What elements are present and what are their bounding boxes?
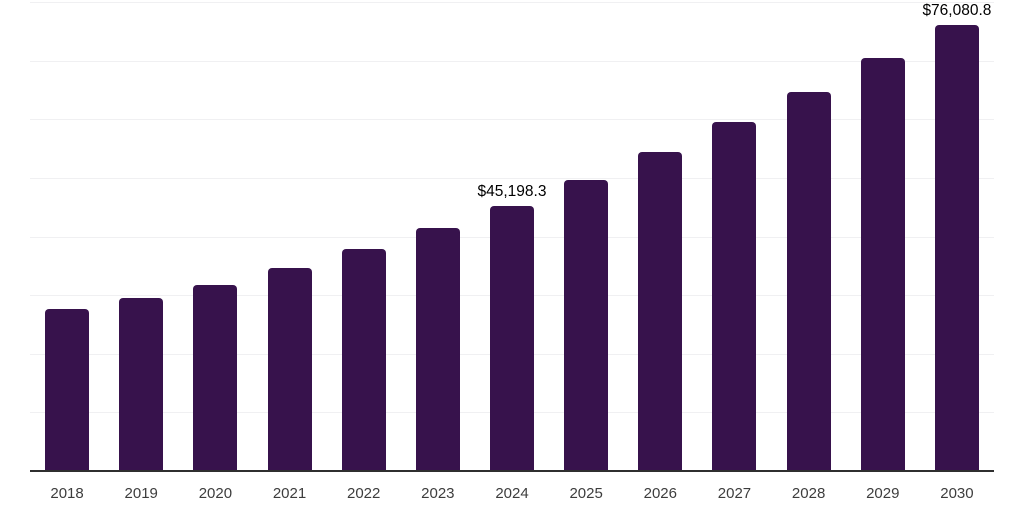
bar-2023	[415, 228, 460, 471]
x-tick-label-2027: 2027	[717, 485, 752, 502]
data-label-2030: $76,080.8	[922, 1, 992, 19]
bar-2030	[934, 24, 979, 471]
x-tick-label-2018: 2018	[50, 485, 84, 502]
bar-2018	[45, 309, 90, 471]
x-tick-label-2019: 2019	[124, 485, 158, 502]
gridline-70000	[30, 60, 994, 62]
bar-2029	[860, 58, 905, 471]
bar-2028	[786, 92, 831, 471]
x-tick-label-2021: 2021	[272, 485, 307, 502]
gridline-80000	[30, 2, 994, 3]
x-tick-label-2024: 2024	[495, 485, 529, 502]
bar-2026	[638, 152, 683, 471]
x-tick-label-2023: 2023	[421, 485, 455, 502]
x-tick-label-2026: 2026	[643, 485, 677, 502]
x-tick-label-2022: 2022	[347, 485, 381, 502]
bar-2019	[119, 298, 164, 471]
x-axis-line	[30, 470, 994, 472]
data-label-2024: $45,198.3	[477, 183, 547, 201]
bar-2024	[490, 206, 534, 471]
x-tick-label-2028: 2028	[791, 485, 826, 502]
x-tick-label-2025: 2025	[569, 485, 603, 502]
bar-2021	[267, 268, 312, 471]
bar-2025	[564, 179, 609, 471]
gridline-50000	[30, 177, 994, 179]
bar-2022	[341, 249, 386, 471]
bar-2027	[712, 122, 757, 471]
x-tick-label-2030: 2030	[940, 485, 974, 502]
gridline-60000	[30, 119, 994, 121]
bar-2020	[193, 284, 238, 471]
x-tick-label-2029: 2029	[866, 485, 900, 502]
x-tick-label-2020: 2020	[198, 485, 233, 502]
